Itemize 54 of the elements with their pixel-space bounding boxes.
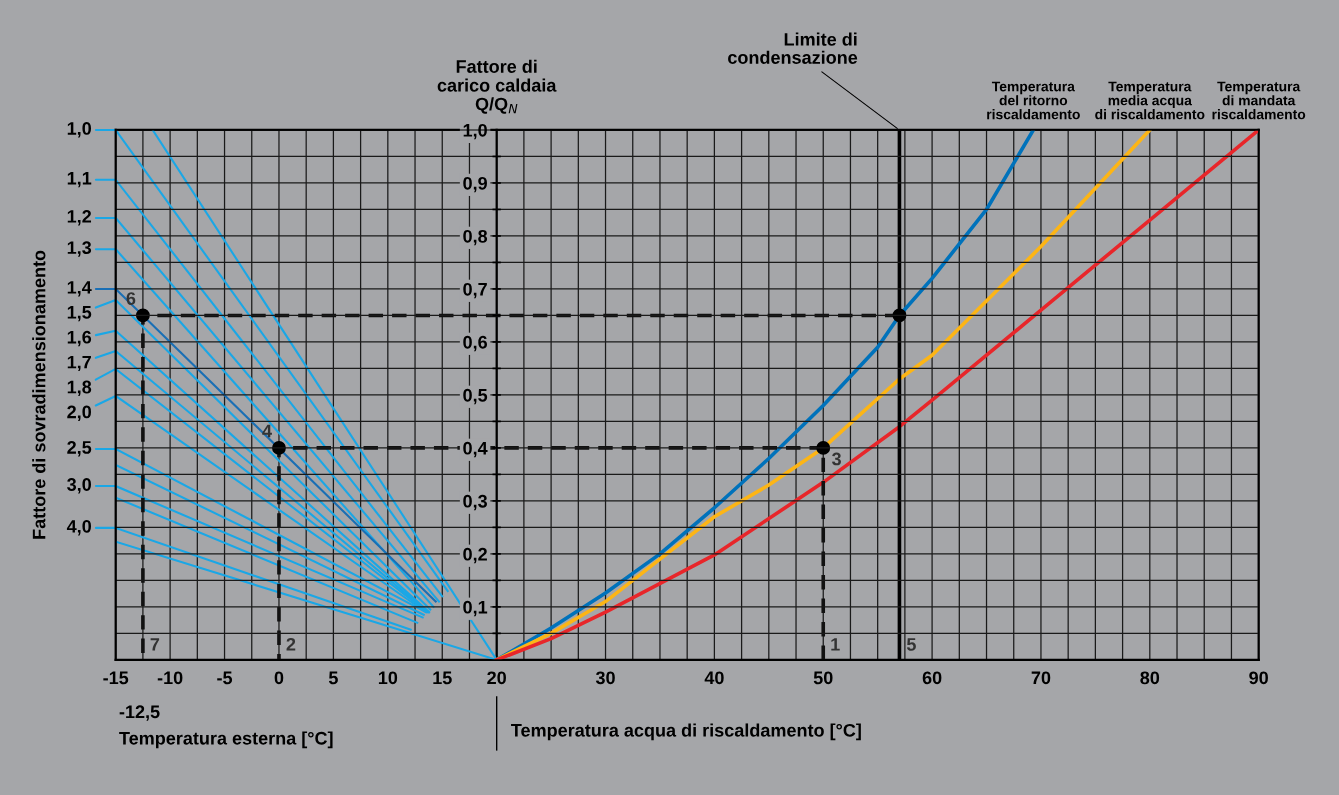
x-tick-label: -5 [217, 671, 233, 685]
legend-label: 1,1 [67, 172, 92, 188]
legend-label: 1,4 [67, 281, 92, 297]
legend-label: 4,0 [66, 519, 91, 536]
y-tick-label: 0,2 [463, 547, 487, 564]
annotation: 1 [831, 638, 840, 651]
x-axis-title: Temperatura acqua di riscaldamento [°C] [511, 723, 861, 741]
legend-label: 1,7 [67, 355, 91, 372]
x-tick-label: 5 [328, 671, 338, 685]
x-tick-label: -10 [157, 671, 183, 685]
legend-label: 3,0 [67, 478, 91, 494]
text: Temperatura esterna [°C] [119, 731, 333, 749]
text: Temperatura di mandata riscaldamento [1212, 81, 1306, 120]
y-tick-label: 0,1 [463, 600, 488, 617]
annotation: 7 [150, 638, 160, 651]
y-tick-label: 0,8 [463, 229, 488, 246]
x-tick-label: 10 [378, 671, 398, 685]
x-tick-label: 15 [433, 671, 452, 685]
y-tick-label: 0,5 [463, 388, 488, 405]
y-axis-title: Fattore di carico caldaia Q/Q$_{N}$ [437, 59, 557, 114]
legend-label: 1,6 [67, 330, 92, 347]
x-tick-label: 40 [704, 671, 724, 685]
annotation: 4 [262, 424, 272, 438]
series-label: 2,0 [67, 405, 91, 421]
x-tick-label: 30 [595, 671, 615, 685]
x-tick-label: 50 [813, 671, 833, 685]
annotation: 3 [831, 452, 841, 466]
x-tick-label: 80 [1140, 671, 1160, 685]
y-tick-label: 0,6 [463, 335, 487, 352]
annotation: 2 [286, 637, 296, 651]
annotation: 6 [126, 292, 136, 305]
y-tick-label: 0,9 [463, 176, 487, 193]
text: Temperatura media acqua di riscaldamento [1095, 81, 1205, 120]
text: Temperatura del ritorno riscaldamento [987, 81, 1080, 120]
legend-label: 1,2 [67, 210, 92, 226]
legend-label: 2,5 [67, 441, 92, 457]
legend-label: 1,3 [67, 241, 92, 257]
y-tick-label: 0,3 [463, 494, 487, 511]
x-tick-label: -15 [103, 671, 129, 685]
y-tick-label: 1,0 [463, 123, 487, 140]
x-tick-label: 0 [274, 671, 284, 685]
legend-label: 1,0 [67, 122, 91, 138]
y2-axis-title: Fattore di sovradimensionamento [32, 250, 46, 539]
y-tick-label: 0,4 [463, 441, 488, 458]
legend-label: 1,8 [67, 380, 92, 397]
y-tick-label: 0,7 [463, 282, 487, 299]
annotation: 5 [906, 638, 916, 651]
text: -12,5 [119, 705, 160, 721]
x-tick-label: 70 [1031, 671, 1051, 685]
x-tick-label: 20 [487, 671, 506, 685]
x-tick-label: 90 [1249, 671, 1268, 685]
ref-line-label: Limite di condensazione [728, 32, 858, 64]
legend-label: 1,5 [67, 306, 92, 322]
x-tick-label: 60 [922, 671, 942, 685]
